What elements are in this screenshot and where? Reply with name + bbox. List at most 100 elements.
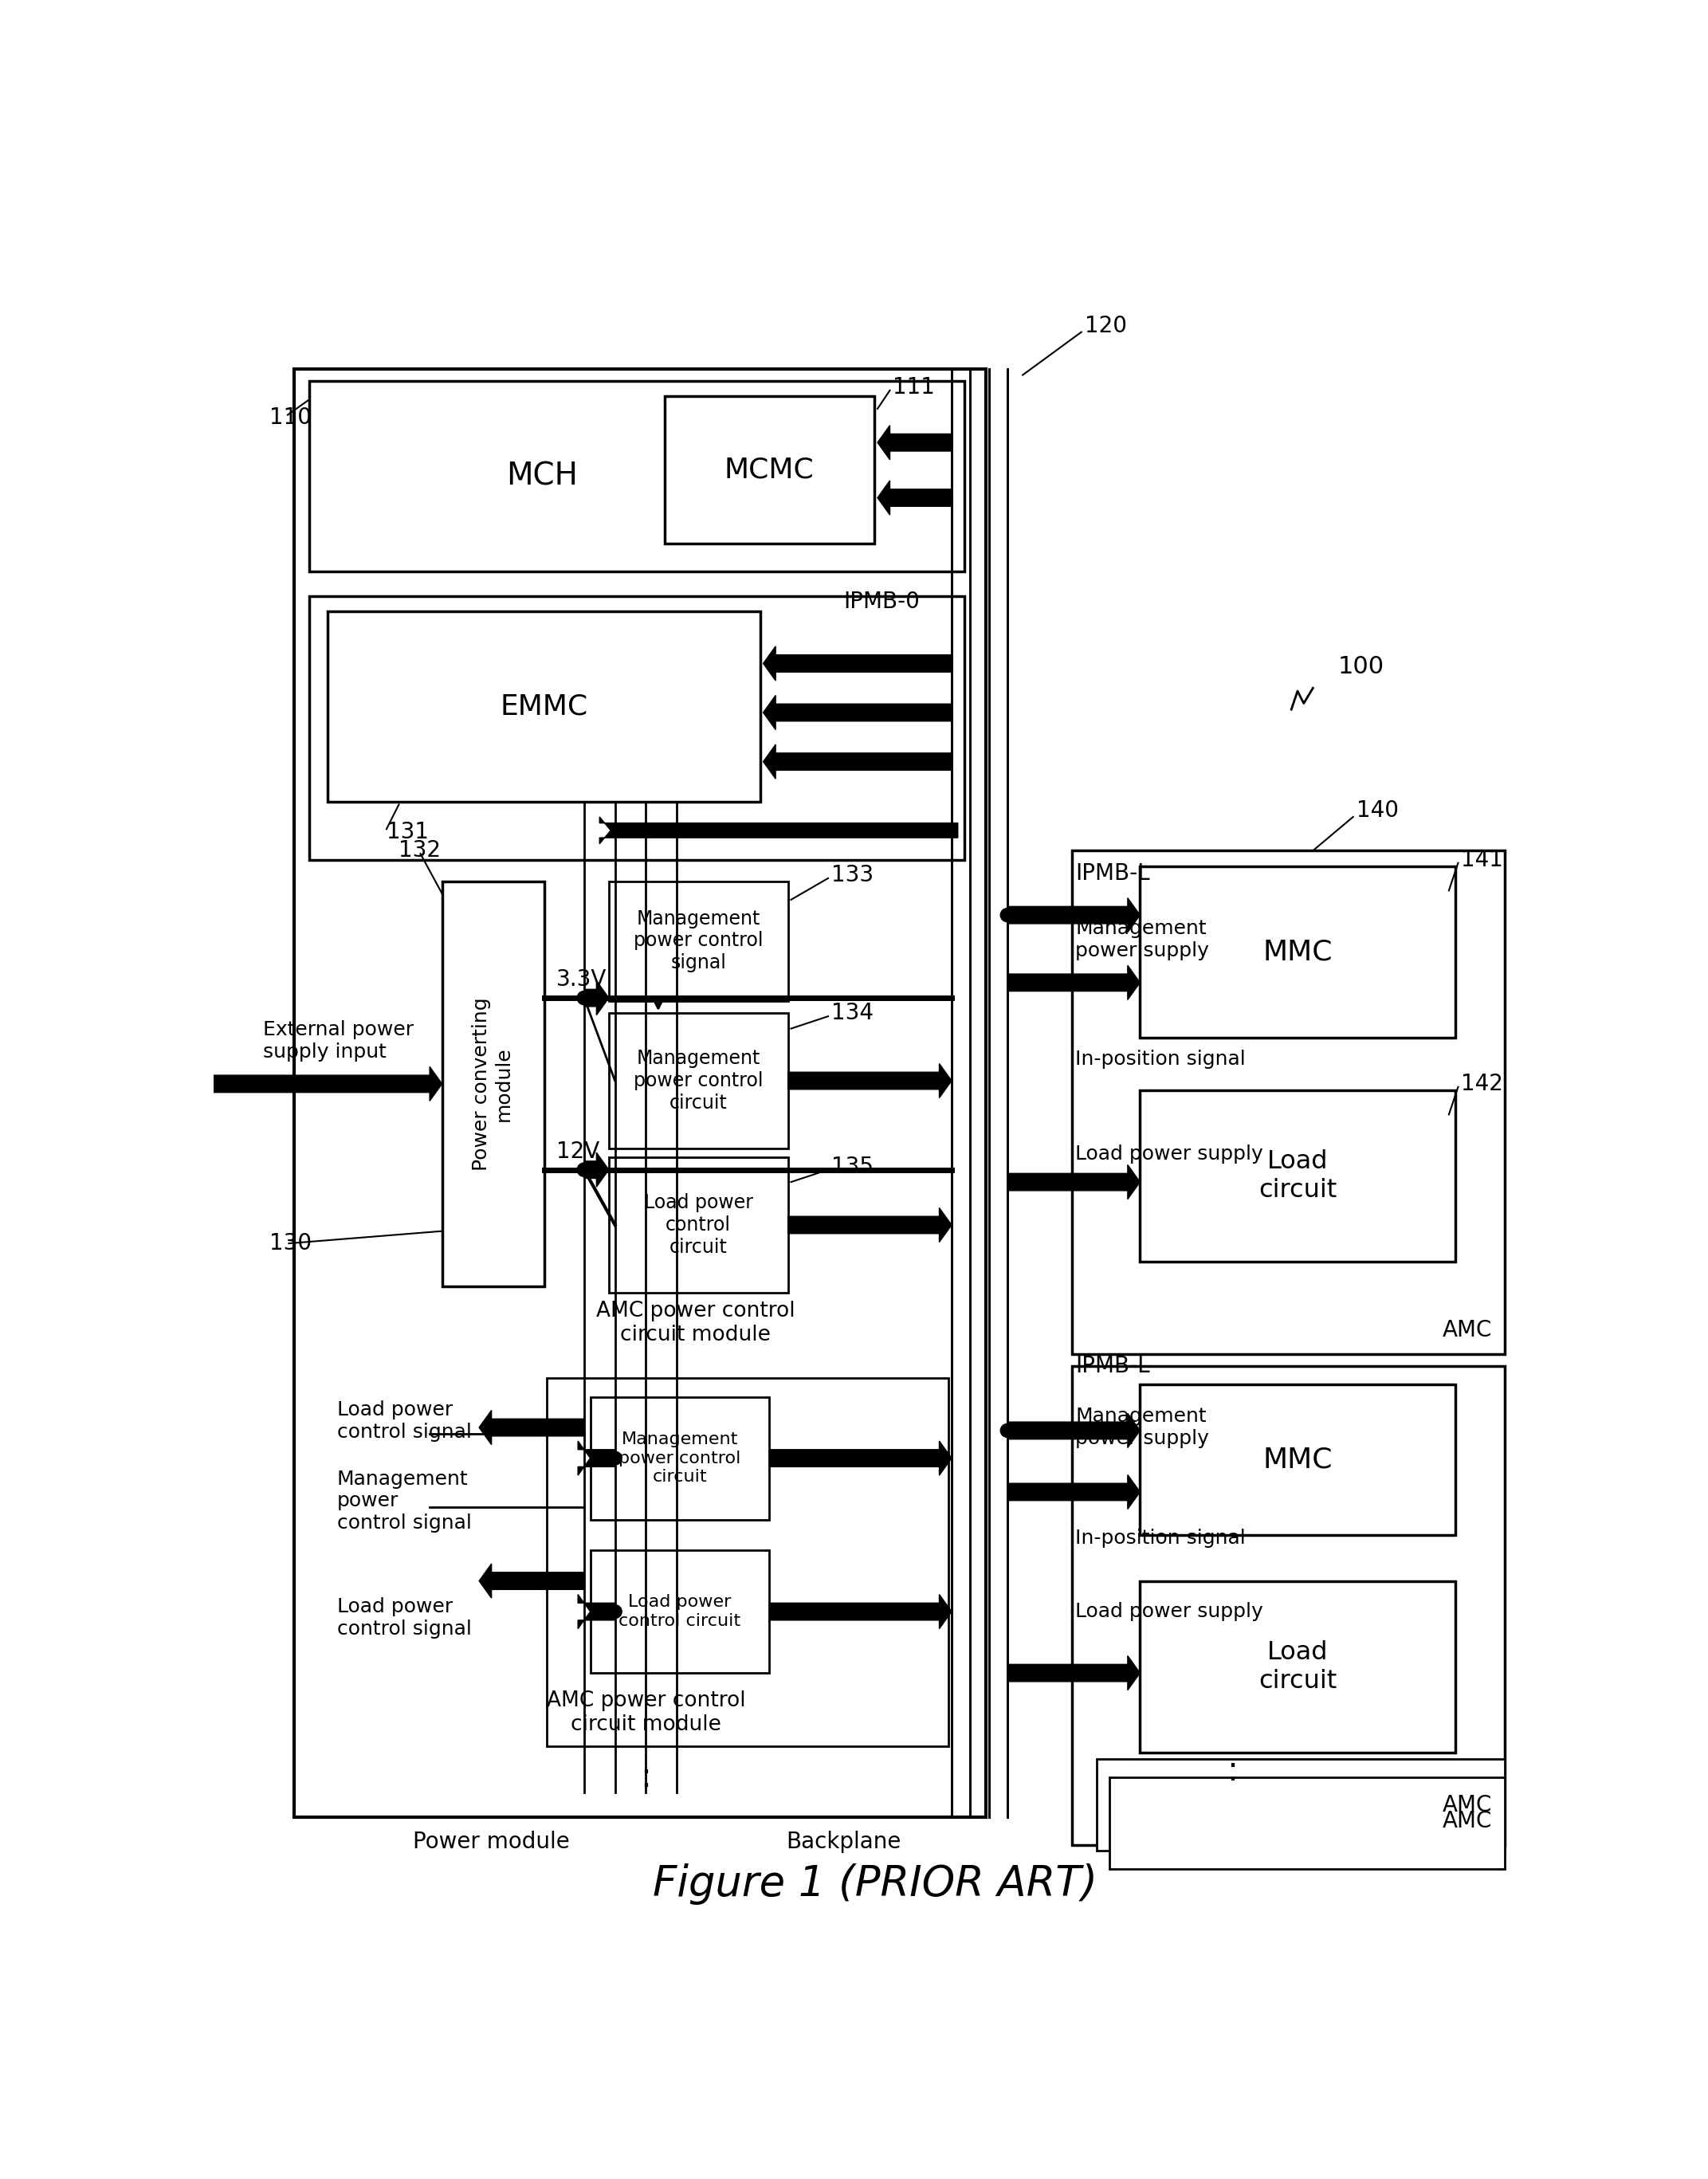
Text: Management
power supply: Management power supply: [1074, 920, 1209, 961]
Text: AMC: AMC: [1442, 1811, 1493, 1833]
Bar: [294, 368, 986, 1817]
Text: Load power
control
circuit: Load power control circuit: [644, 1194, 753, 1257]
Bar: [664, 397, 874, 545]
Text: Management
power control
circuit: Management power control circuit: [618, 1432, 741, 1484]
Text: AMC power control
circuit module: AMC power control circuit module: [547, 1691, 745, 1734]
Polygon shape: [1008, 965, 1139, 1000]
Bar: [328, 612, 760, 802]
Text: IPMB-L: IPMB-L: [1074, 1355, 1149, 1377]
Polygon shape: [763, 647, 951, 680]
Text: Load
circuit: Load circuit: [1259, 1641, 1337, 1693]
Text: MMC: MMC: [1262, 1447, 1332, 1473]
Polygon shape: [878, 482, 951, 514]
Text: 133: 133: [832, 865, 873, 887]
Circle shape: [608, 1451, 622, 1464]
Polygon shape: [1008, 898, 1139, 933]
Text: Load power supply: Load power supply: [1074, 1602, 1264, 1621]
Polygon shape: [577, 1440, 615, 1475]
Text: 142: 142: [1462, 1072, 1503, 1096]
Text: AMC: AMC: [1442, 1793, 1493, 1815]
Bar: [1073, 1366, 1505, 1846]
Text: 132: 132: [398, 839, 441, 861]
Bar: [1139, 1582, 1455, 1752]
Text: Load power
control circuit: Load power control circuit: [618, 1595, 741, 1630]
Text: MMC: MMC: [1262, 939, 1332, 965]
Text: Power module: Power module: [413, 1830, 570, 1852]
Text: Management
power control
signal: Management power control signal: [634, 909, 763, 972]
Polygon shape: [1008, 1475, 1139, 1510]
Bar: [547, 1379, 948, 1748]
Text: Management
power control
circuit: Management power control circuit: [634, 1048, 763, 1113]
Circle shape: [577, 1164, 591, 1177]
Polygon shape: [763, 695, 951, 730]
Text: Load
circuit: Load circuit: [1259, 1148, 1337, 1203]
Polygon shape: [787, 1063, 951, 1098]
Polygon shape: [769, 1595, 951, 1628]
Circle shape: [1001, 909, 1015, 922]
Text: In-position signal: In-position signal: [1074, 1050, 1245, 1070]
Text: Power converting
module: Power converting module: [471, 998, 514, 1170]
Polygon shape: [787, 1207, 951, 1242]
Polygon shape: [1008, 1414, 1139, 1447]
Text: :: :: [640, 1761, 651, 1793]
Text: Figure 1 (PRIOR ART): Figure 1 (PRIOR ART): [652, 1863, 1098, 1904]
Text: EMMC: EMMC: [500, 693, 588, 719]
Text: 130: 130: [270, 1233, 311, 1255]
Bar: [591, 1549, 769, 1673]
Text: 3.3V: 3.3V: [557, 967, 606, 991]
Polygon shape: [763, 745, 951, 778]
Circle shape: [577, 991, 591, 1005]
Text: Load power
control signal: Load power control signal: [336, 1597, 471, 1639]
Bar: [1139, 865, 1455, 1037]
Text: MCH: MCH: [506, 462, 577, 492]
Bar: [608, 880, 787, 1000]
Text: Management
power supply: Management power supply: [1074, 1408, 1209, 1449]
Bar: [309, 381, 963, 571]
Polygon shape: [1008, 1166, 1139, 1198]
Polygon shape: [584, 1153, 608, 1188]
Text: 131: 131: [386, 821, 429, 843]
Text: AMC power control
circuit module: AMC power control circuit module: [596, 1301, 794, 1344]
Bar: [1097, 1758, 1505, 1850]
Text: 110: 110: [270, 407, 311, 429]
Polygon shape: [584, 981, 608, 1015]
Bar: [1139, 1384, 1455, 1534]
Circle shape: [608, 1606, 622, 1619]
Text: 120: 120: [1085, 314, 1127, 338]
Polygon shape: [480, 1410, 584, 1445]
Polygon shape: [214, 1068, 442, 1100]
Text: 141: 141: [1462, 848, 1503, 872]
Text: Management
power
control signal: Management power control signal: [336, 1469, 471, 1532]
Circle shape: [577, 991, 591, 1005]
Text: :: :: [1226, 1754, 1238, 1789]
Bar: [309, 595, 963, 861]
Polygon shape: [577, 1595, 615, 1628]
Polygon shape: [480, 1565, 584, 1597]
Text: IPMB-0: IPMB-0: [844, 591, 921, 612]
Text: Load power
control signal: Load power control signal: [336, 1401, 471, 1442]
Text: 12V: 12V: [557, 1140, 600, 1161]
Bar: [1108, 1778, 1505, 1870]
Text: AMC: AMC: [1442, 1318, 1493, 1342]
Polygon shape: [769, 1440, 951, 1475]
Text: Backplane: Backplane: [786, 1830, 902, 1852]
Bar: [1139, 1090, 1455, 1262]
Text: 111: 111: [893, 377, 934, 399]
Text: MCMC: MCMC: [724, 458, 815, 484]
Text: 135: 135: [832, 1155, 873, 1179]
Text: 134: 134: [832, 1002, 873, 1024]
Text: 100: 100: [1337, 656, 1383, 678]
Bar: [608, 1013, 787, 1148]
Bar: [608, 1157, 787, 1292]
Bar: [442, 880, 543, 1286]
Bar: [1073, 850, 1505, 1353]
Circle shape: [577, 1164, 591, 1177]
Bar: [591, 1397, 769, 1519]
Text: Load power supply: Load power supply: [1074, 1144, 1264, 1164]
Text: External power
supply input: External power supply input: [263, 1020, 413, 1061]
Circle shape: [1001, 1423, 1015, 1438]
Text: IPMB-L: IPMB-L: [1074, 863, 1149, 885]
Text: In-position signal: In-position signal: [1074, 1527, 1245, 1547]
Text: 140: 140: [1356, 800, 1399, 821]
Polygon shape: [1008, 1656, 1139, 1691]
